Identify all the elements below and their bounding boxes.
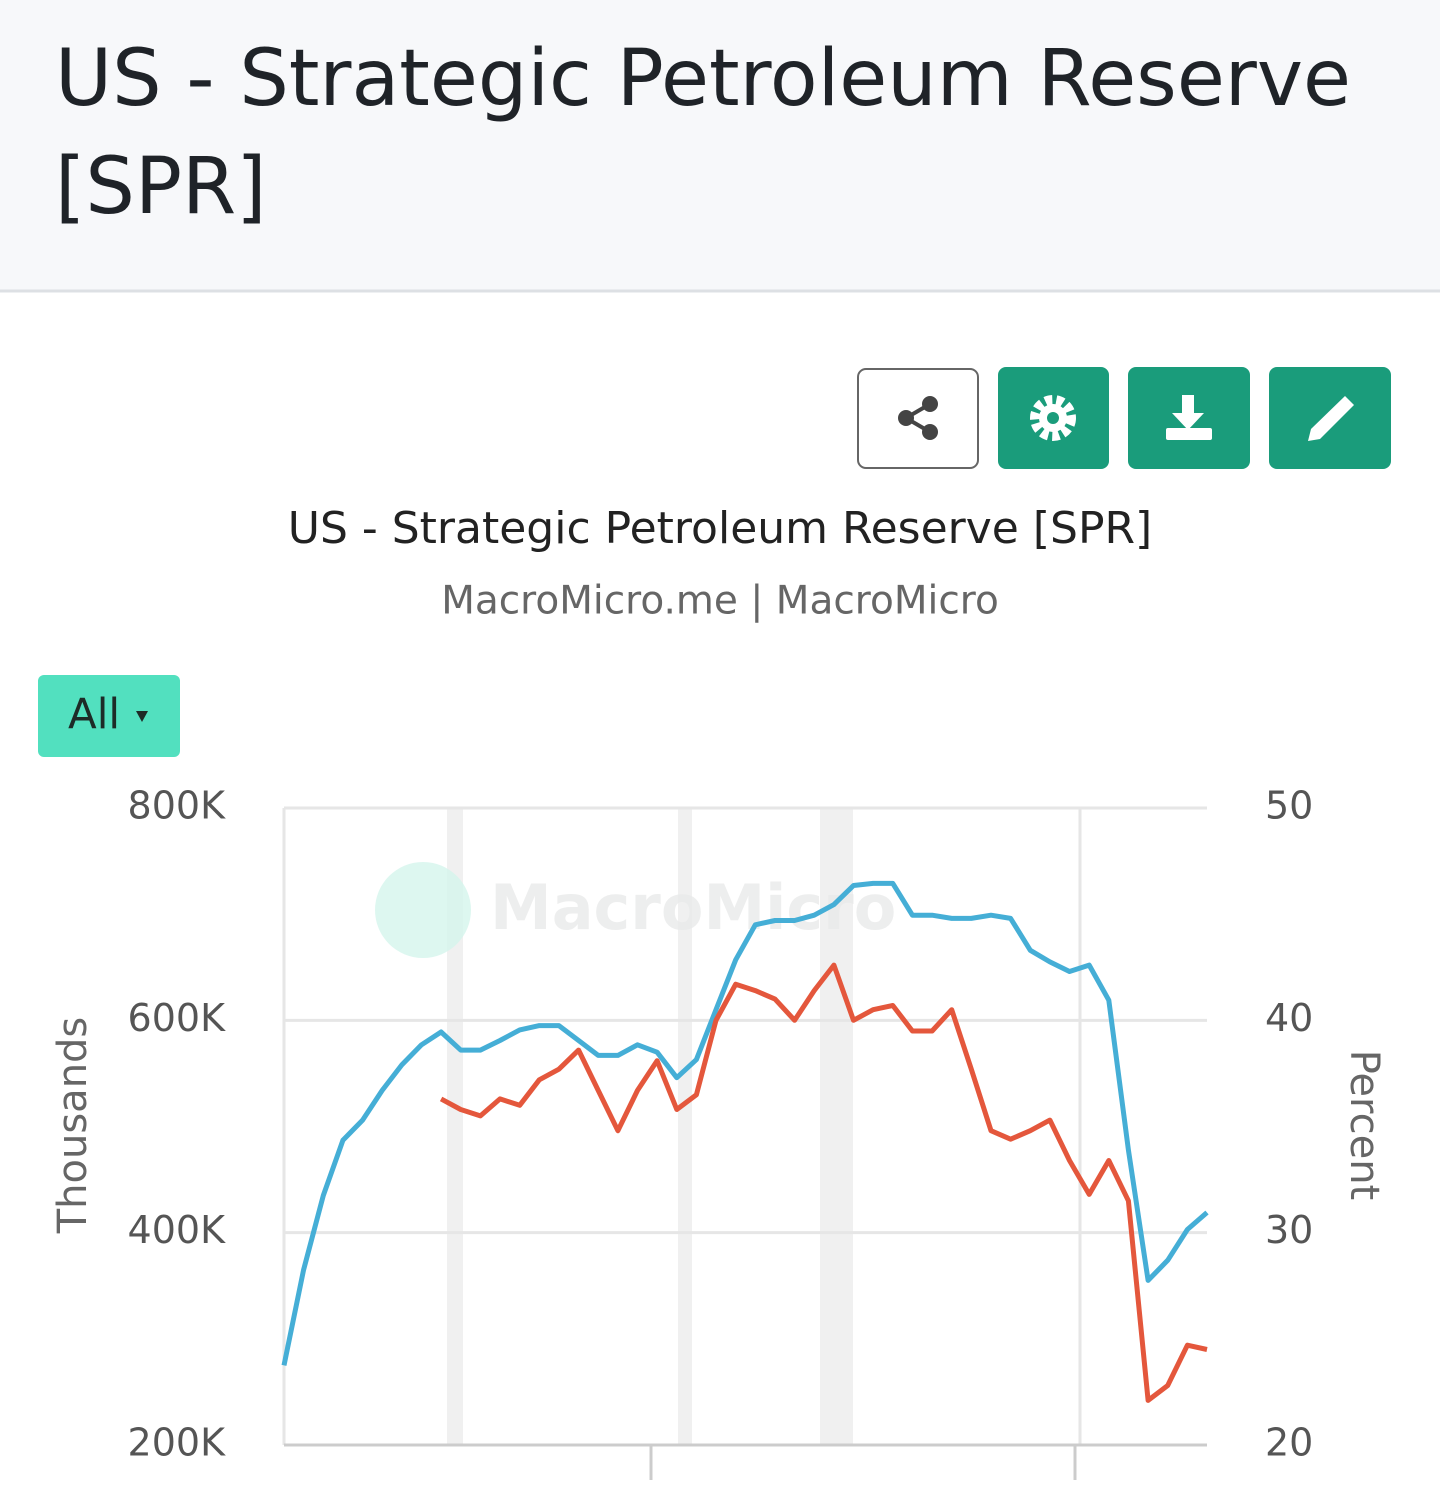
plot: MacroMicro (281, 806, 1209, 1447)
y-tick-label: 400K (128, 1208, 227, 1252)
range-dropdown[interactable]: All (38, 675, 180, 757)
download-button[interactable] (1128, 367, 1250, 469)
series-line (439, 962, 1208, 1403)
y2-tick-label: 40 (1265, 996, 1313, 1040)
recession-band (447, 808, 463, 1445)
series-line (281, 880, 1209, 1366)
edit-button[interactable] (1269, 367, 1391, 469)
y-axis-label: Thousands (50, 1017, 96, 1235)
y-tick-label: 200K (128, 1421, 227, 1465)
y-tick-label: 800K (128, 784, 227, 828)
settings-button[interactable] (998, 367, 1109, 469)
watermark: MacroMicro (490, 871, 896, 944)
y-tick-label: 600K (128, 996, 227, 1040)
page-title: US - Strategic Petroleum Reserve [SPR] (55, 34, 1352, 232)
header-bg (0, 0, 1440, 290)
y2-tick-label: 30 (1265, 1208, 1313, 1252)
recession-band (820, 808, 853, 1445)
range-label: All (68, 690, 120, 739)
chart-subtitle: MacroMicro.me | MacroMicro (441, 579, 999, 624)
y2-tick-label: 50 (1265, 784, 1313, 828)
recession-band (678, 808, 692, 1445)
share-button[interactable] (857, 368, 979, 469)
chart-title: US - Strategic Petroleum Reserve [SPR] (288, 503, 1152, 554)
y2-tick-label: 20 (1265, 1421, 1313, 1465)
header-box: US - Strategic Petroleum Reserve [SPR] (55, 34, 1352, 232)
watermark-logo (375, 862, 471, 958)
y2-axis-label: Percent (1341, 1050, 1387, 1201)
